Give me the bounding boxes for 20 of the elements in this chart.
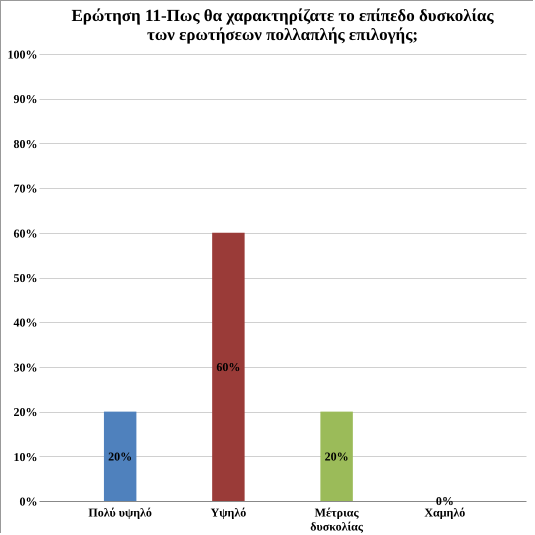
y-tick-label: 0% bbox=[20, 494, 38, 508]
data-label: 20% bbox=[324, 449, 349, 464]
data-label: 20% bbox=[108, 449, 132, 464]
data-label: 60% bbox=[216, 360, 240, 374]
y-tick-label: 80% bbox=[14, 136, 38, 151]
y-tick-label: 100% bbox=[8, 48, 38, 62]
x-tick-label: Χαμηλό bbox=[424, 506, 466, 520]
y-tick-label: 90% bbox=[14, 92, 38, 106]
y-tick-label: 50% bbox=[14, 271, 38, 285]
chart-title: Ερώτηση 11-Πως θα χαρακτηρίζατε το επίπεδο δυσκολίας των ερωτήσεων πολλαπλής επιλογής; bbox=[71, 6, 494, 44]
y-tick-label: 30% bbox=[14, 360, 38, 374]
data-label: 0% bbox=[436, 494, 454, 508]
y-tick-label: 60% bbox=[14, 226, 38, 240]
x-tick-label: Πολύ υψηλό bbox=[88, 506, 152, 520]
y-tick-label: 20% bbox=[14, 405, 38, 420]
y-tick-label: 40% bbox=[14, 316, 38, 330]
x-tick-label: Μέτριας δυσκολίας bbox=[310, 506, 364, 534]
y-tick-label: 70% bbox=[14, 182, 38, 196]
x-tick-label: Υψηλό bbox=[210, 506, 246, 520]
y-tick-label: 10% bbox=[14, 450, 38, 464]
